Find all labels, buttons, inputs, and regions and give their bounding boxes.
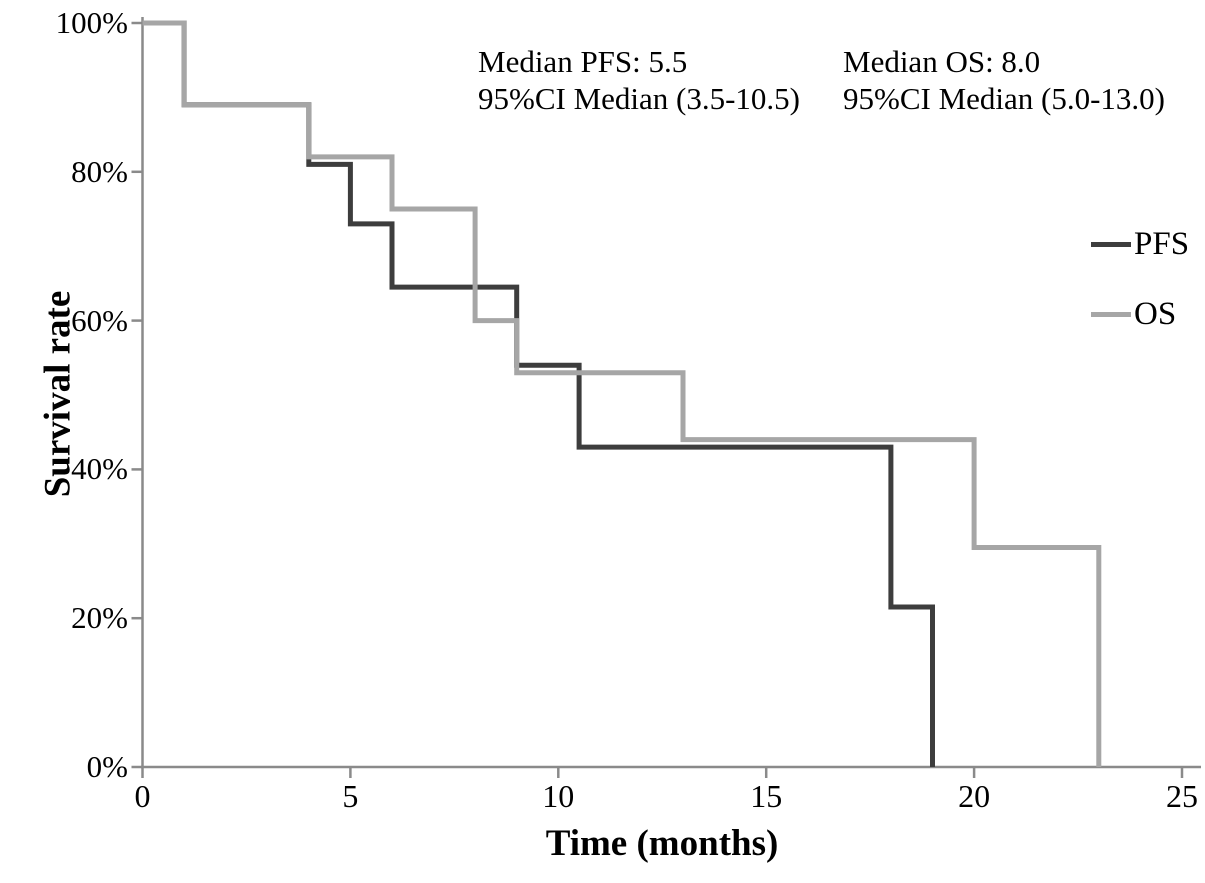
annotation-median-pfs-line1: Median PFS: 5.5 (478, 44, 688, 79)
y-tick-label: 20% (71, 600, 128, 636)
pfs-survival-curve (142, 20, 935, 767)
x-tick-label: 20 (958, 778, 991, 814)
annotation-median-os-line2: 95%CI Median (5.0-13.0) (843, 81, 1165, 116)
x-tick-label: 5 (342, 778, 359, 814)
y-tick-label: 60% (71, 302, 128, 338)
x-tick-label: 10 (542, 778, 575, 814)
os-survival-curve (142, 20, 1102, 767)
os-line-swatch-icon (1091, 311, 1131, 317)
x-tick-label: 15 (750, 778, 783, 814)
x-tick-label: 0 (134, 778, 151, 814)
legend-item-os: OS (1091, 295, 1176, 333)
annotation-median-pfs: Median PFS: 5.5 95%CI Median (3.5-10.5) (478, 43, 800, 117)
y-tick-label: 80% (71, 153, 128, 189)
legend-item-pfs: PFS (1091, 225, 1189, 263)
y-tick-label: 100% (55, 5, 128, 40)
y-tick-label: 40% (71, 451, 128, 487)
x-axis-title: Time (months) (545, 823, 779, 864)
x-tick-label: 25 (1166, 778, 1198, 814)
legend-label-os: OS (1134, 296, 1177, 332)
legend-label-pfs: PFS (1134, 226, 1190, 262)
pfs-line-swatch-icon (1091, 241, 1131, 247)
y-tick-label: 0% (86, 749, 128, 784)
annotation-median-os: Median OS: 8.0 95%CI Median (5.0-13.0) (843, 43, 1165, 117)
annotation-median-os-line1: Median OS: 8.0 (843, 44, 1041, 79)
annotation-median-pfs-line2: 95%CI Median (3.5-10.5) (478, 81, 800, 116)
